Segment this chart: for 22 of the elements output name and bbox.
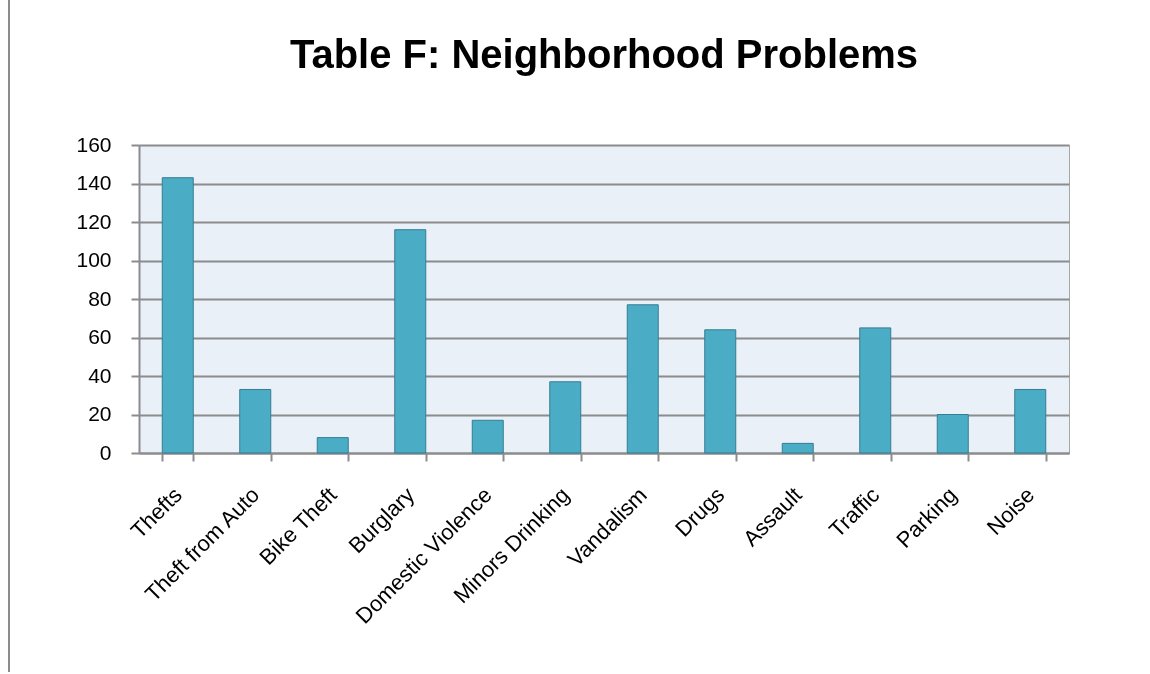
bar xyxy=(859,327,892,454)
y-tick-label: 80 xyxy=(88,286,112,310)
bar xyxy=(239,388,272,454)
bar xyxy=(394,229,427,454)
bar xyxy=(936,414,969,454)
y-tick-label: 40 xyxy=(88,363,112,387)
y-tick-label: 120 xyxy=(76,209,112,233)
bar xyxy=(549,381,582,454)
bar xyxy=(704,329,737,454)
bar xyxy=(1014,388,1047,454)
y-tick-label: 60 xyxy=(88,325,112,348)
bar xyxy=(471,419,504,454)
y-tick-label: 20 xyxy=(88,402,112,425)
y-tick-label: 0 xyxy=(99,440,112,464)
bar xyxy=(626,304,659,454)
y-tick-label: 100 xyxy=(76,248,112,271)
bar xyxy=(161,177,194,454)
bar xyxy=(781,442,814,454)
y-tick-label: 140 xyxy=(76,171,112,194)
y-tick-label: 160 xyxy=(76,132,112,156)
bar xyxy=(316,437,349,454)
chart-title: Table F: Neighborhood Problems xyxy=(289,32,919,76)
